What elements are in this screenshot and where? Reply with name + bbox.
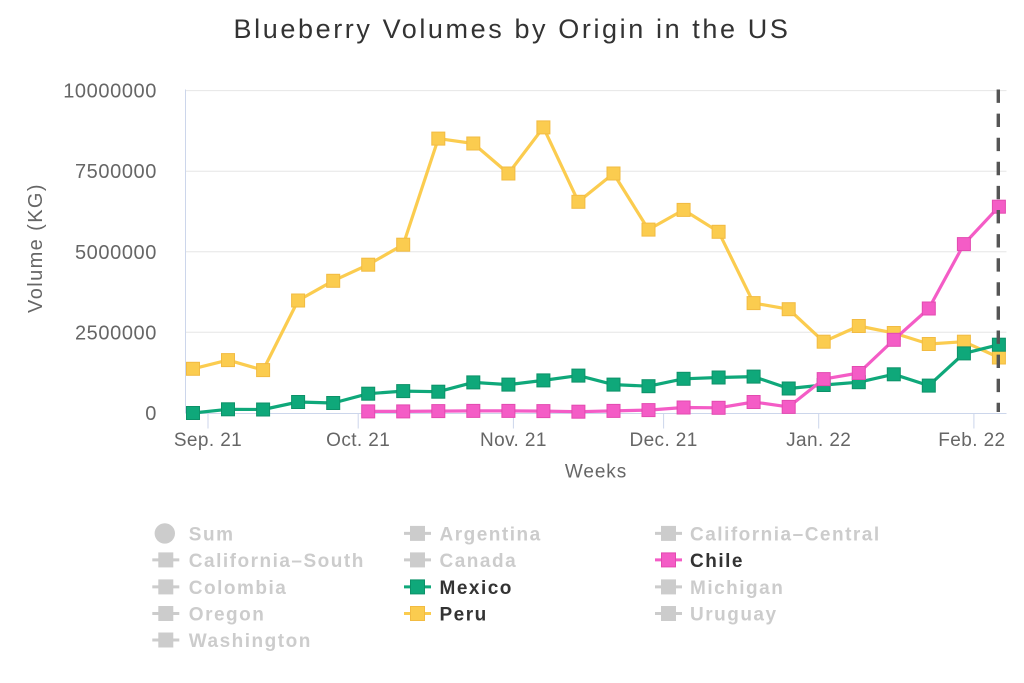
svg-text:Chile: Chile [690,551,744,572]
svg-text:Mexico: Mexico [440,578,513,599]
svg-text:7500000: 7500000 [75,161,157,183]
svg-text:5000000: 5000000 [75,242,157,264]
svg-text:California–South: California–South [189,551,365,572]
svg-text:Oct. 21: Oct. 21 [326,430,390,451]
svg-text:Sep. 21: Sep. 21 [174,430,242,451]
svg-text:Washington: Washington [189,631,312,652]
svg-text:2500000: 2500000 [75,322,157,344]
svg-text:Jan. 22: Jan. 22 [786,430,851,451]
svg-text:Argentina: Argentina [440,524,542,545]
svg-text:Weeks: Weeks [565,462,627,483]
svg-text:Colombia: Colombia [189,578,288,599]
svg-text:Peru: Peru [440,605,488,626]
svg-text:Feb. 22: Feb. 22 [938,430,1005,451]
svg-text:Volume (KG): Volume (KG) [25,183,47,313]
svg-text:Sum: Sum [189,524,235,545]
svg-text:Blueberry Volumes by Origin in: Blueberry Volumes by Origin in the US [234,14,791,44]
svg-text:10000000: 10000000 [63,81,157,103]
svg-text:Uruguay: Uruguay [690,605,778,626]
svg-text:Michigan: Michigan [690,578,784,599]
svg-text:California–Central: California–Central [690,524,881,545]
svg-text:Canada: Canada [440,551,518,572]
svg-text:Oregon: Oregon [189,605,266,626]
svg-text:0: 0 [145,403,157,425]
svg-text:Dec. 21: Dec. 21 [629,430,697,451]
svg-text:Nov. 21: Nov. 21 [480,430,547,451]
